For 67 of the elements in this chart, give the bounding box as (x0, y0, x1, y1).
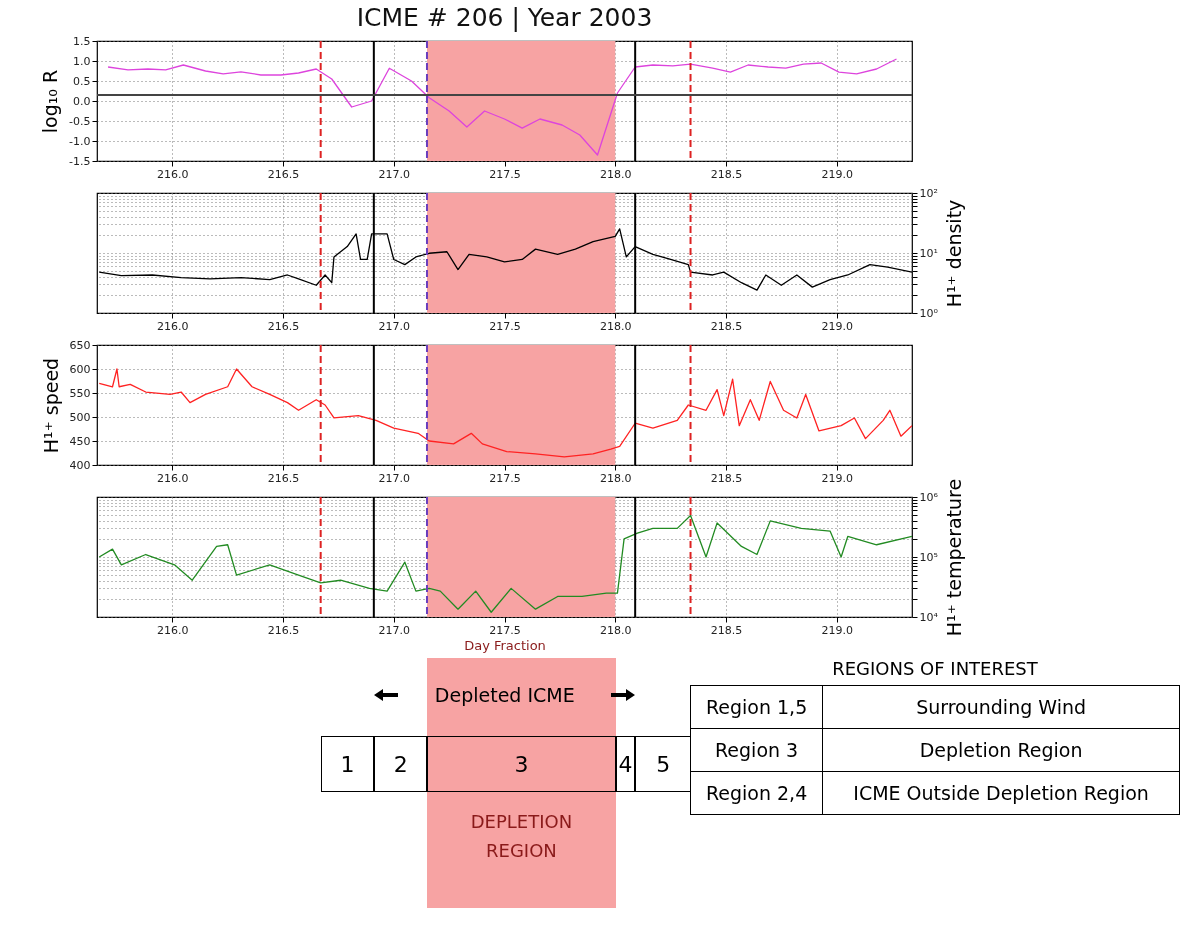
x-tick-label: 217.5 (489, 167, 521, 181)
x-tick-label: 218.5 (710, 167, 743, 181)
text: REGIONS OF INTEREST (831, 658, 1039, 679)
x-tick-label: 216.5 (267, 319, 300, 333)
x-tick-label: 216.0 (157, 167, 189, 181)
y2-tick-label: 10⁰ (919, 306, 939, 320)
x-tick-label: 216.0 (157, 471, 189, 485)
x-tick-label: 218.0 (599, 167, 632, 181)
y-tick-label: 1.0 (73, 54, 91, 68)
y-tick-label: -0.5 (69, 114, 91, 128)
x-tick-label: 219.0 (821, 623, 853, 637)
x-tick-label: 217.0 (378, 167, 411, 181)
x-tick-label: 217.5 (489, 319, 521, 333)
text: 4 (615, 736, 636, 792)
x-tick-label: 218.0 (599, 319, 632, 333)
y2-tick-label: 10⁴ (919, 610, 939, 624)
text: Depleted ICME (433, 684, 576, 706)
x-tick-label: 219.0 (821, 471, 853, 485)
y-tick-label: 400 (69, 458, 91, 472)
y-axis-title: H¹⁺ speed (39, 357, 62, 454)
x-tick-label: 218.0 (599, 623, 632, 637)
x-tick-label: 216.0 (157, 319, 189, 333)
text: Region 3 (690, 728, 823, 772)
text: Region 1,5 (690, 685, 823, 729)
y2-tick-label: 10² (919, 186, 938, 200)
text: Depletion Region (822, 728, 1180, 772)
x-tick-label: 218.5 (710, 471, 743, 485)
text: 1 (320, 736, 375, 792)
y-tick-label: 500 (69, 410, 91, 424)
y2-tick-label: 10⁵ (919, 550, 938, 564)
x-tick-label: 217.5 (489, 471, 521, 485)
x-tick-label: 219.0 (821, 167, 853, 181)
x-tick-label: 216.5 (267, 623, 300, 637)
chart-title: ICME # 206 | Year 2003 (356, 3, 653, 32)
x-tick-label: 217.0 (378, 471, 411, 485)
text: ICME Outside Depletion Region (822, 771, 1180, 815)
y-tick-label: -1.0 (69, 134, 91, 148)
y2-tick-label: 10¹ (919, 246, 938, 260)
y-tick-label: 0.0 (73, 94, 91, 108)
x-tick-label: 218.0 (599, 471, 632, 485)
y-tick-label: 1.5 (73, 34, 91, 48)
x-tick-label: 219.0 (821, 319, 853, 333)
y-tick-label: 600 (69, 362, 91, 376)
x-tick-label: 216.0 (157, 623, 189, 637)
x-tick-label: 217.0 (378, 623, 411, 637)
y-tick-label: 550 (69, 386, 91, 400)
y2-axis-title: H¹⁺ temperature (942, 478, 965, 637)
x-tick-label: 217.0 (378, 319, 411, 333)
text: 2 (374, 736, 428, 792)
text: 5 (635, 736, 691, 792)
y-tick-label: 650 (69, 338, 91, 352)
y-tick-label: 450 (69, 434, 91, 448)
y2-tick-label: 10⁶ (919, 490, 939, 504)
y2-axis-title: H¹⁺ density (942, 199, 965, 308)
x-tick-label: 216.5 (267, 167, 300, 181)
x-tick-label: 217.5 (489, 623, 521, 637)
text: Region 2,4 (690, 771, 823, 815)
y-tick-label: 0.5 (73, 74, 91, 88)
x-tick-label: 216.5 (267, 471, 300, 485)
y-tick-label: -1.5 (69, 154, 91, 168)
x-axis-title: Day Fraction (464, 637, 546, 653)
text: 3 (427, 736, 616, 792)
text: Surrounding Wind (822, 685, 1180, 729)
y-axis-title: log₁₀ R (39, 69, 62, 134)
x-tick-label: 218.5 (710, 319, 743, 333)
x-tick-label: 218.5 (710, 623, 743, 637)
text: DEPLETION REGION (469, 810, 574, 863)
